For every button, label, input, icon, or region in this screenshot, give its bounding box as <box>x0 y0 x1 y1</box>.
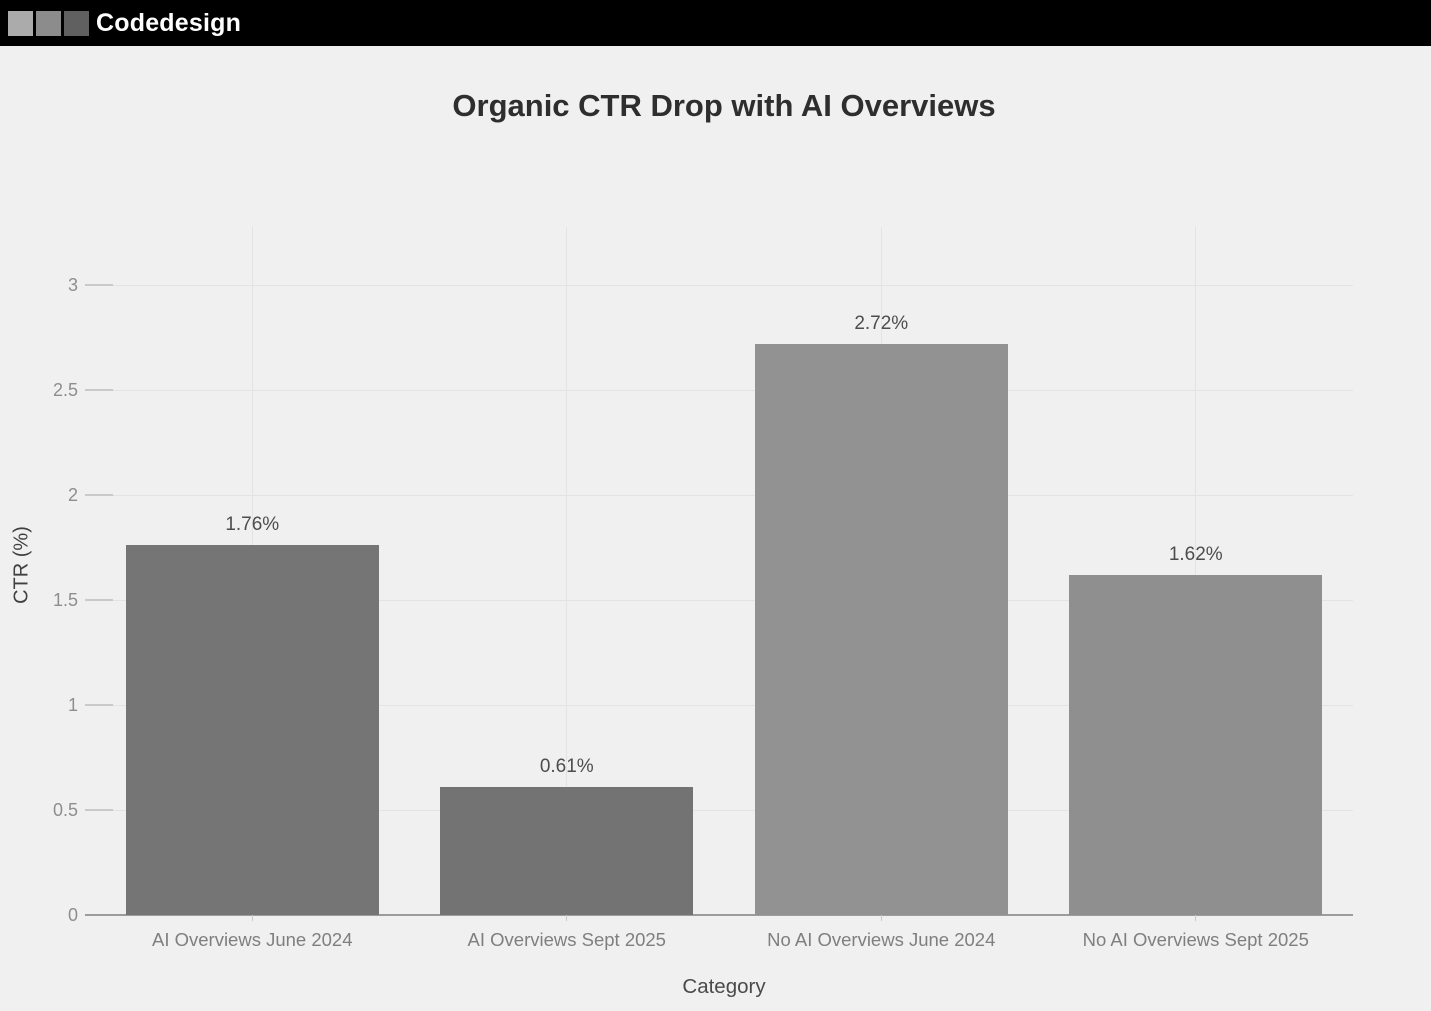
y-tick-label: 1 <box>67 695 78 715</box>
bar <box>1069 574 1323 915</box>
x-tick-mark <box>566 915 568 921</box>
y-tick-label: 3 <box>67 275 78 295</box>
y-tick-mark <box>85 284 113 286</box>
y-tick-mark <box>85 599 113 601</box>
bar-value-label: 0.61% <box>539 755 594 777</box>
y-tick-mark <box>85 494 113 496</box>
x-axis-line <box>85 914 1353 916</box>
bar <box>125 545 379 915</box>
bar <box>754 343 1008 915</box>
y-axis-title: CTR (%) <box>10 526 33 604</box>
bar-value-label: 2.72% <box>854 312 909 334</box>
y-tick-label: 0 <box>67 905 78 925</box>
y-tick-mark <box>85 704 113 706</box>
h-gridline <box>95 284 1353 286</box>
h-gridline <box>95 494 1353 496</box>
x-tick-mark <box>251 915 253 921</box>
h-gridline <box>95 599 1353 601</box>
codedesign-logo: Codedesign <box>8 9 241 38</box>
x-tick-label: No AI Overviews Sept 2025 <box>1082 929 1309 950</box>
logo-square-icon <box>64 10 89 36</box>
x-axis-title: Category <box>682 975 766 998</box>
x-tick-label: AI Overviews June 2024 <box>151 929 353 950</box>
logo-square-icon <box>8 10 33 36</box>
y-tick-label: 2.5 <box>52 380 78 400</box>
bar <box>440 786 694 915</box>
bar-value-label: 1.76% <box>225 514 280 536</box>
y-tick-label: 2 <box>67 485 78 505</box>
h-gridline <box>95 704 1353 706</box>
v-gridline <box>1195 227 1197 915</box>
y-tick-mark <box>85 389 113 391</box>
h-gridline <box>95 809 1353 811</box>
logo-square-icon <box>36 10 61 36</box>
v-gridline <box>566 227 568 915</box>
logo-squares-icon <box>8 10 89 36</box>
bar-value-label: 1.62% <box>1168 543 1223 565</box>
x-tick-mark <box>1195 915 1197 921</box>
brand-name: Codedesign <box>96 8 242 37</box>
h-gridline <box>95 389 1353 391</box>
x-tick-label: No AI Overviews June 2024 <box>767 929 996 950</box>
x-tick-label: AI Overviews Sept 2025 <box>467 929 666 950</box>
y-tick-label: 0.5 <box>52 800 78 820</box>
y-tick-mark <box>85 809 113 811</box>
chart-title: Organic CTR Drop with AI Overviews <box>452 88 996 123</box>
header-bar: Codedesign <box>0 0 1431 46</box>
x-tick-mark <box>880 915 882 921</box>
y-tick-label: 1.5 <box>52 590 78 610</box>
